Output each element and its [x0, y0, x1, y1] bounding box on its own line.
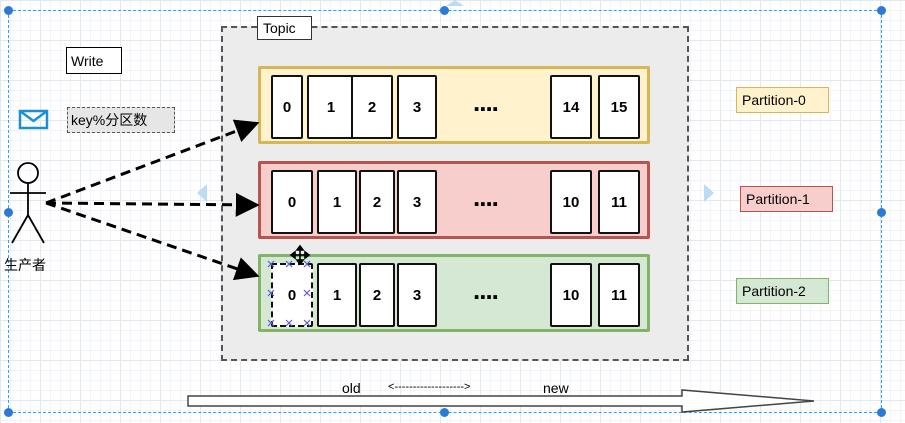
produce-arrow-partition-1[interactable] — [45, 192, 260, 217]
write-label[interactable]: Write — [66, 47, 122, 74]
move-cursor-icon — [289, 244, 311, 266]
partition-0-label[interactable]: Partition-0 — [736, 87, 829, 113]
selection-handle-tm[interactable] — [440, 6, 449, 15]
selection-handle-tr[interactable] — [877, 6, 886, 15]
timeline-arrow[interactable] — [187, 389, 815, 413]
selection-handle-bl[interactable] — [4, 408, 13, 417]
timeline-old-label: old — [342, 380, 361, 396]
cell-selection-markers[interactable] — [267, 260, 311, 327]
offset-cell[interactable]: 15 — [598, 75, 640, 139]
produce-arrow-partition-0[interactable] — [45, 119, 260, 205]
key-modulo-label[interactable]: key%分区数 — [67, 107, 175, 133]
ellipsis: .... — [473, 87, 499, 117]
topic-label[interactable]: Topic — [257, 16, 312, 40]
offset-cell[interactable]: 14 — [550, 75, 592, 139]
offset-cell[interactable]: 3 — [397, 170, 437, 234]
nav-arrow-right[interactable] — [704, 184, 714, 202]
offset-cell[interactable]: 2 — [359, 170, 395, 234]
produce-arrow-partition-2[interactable] — [45, 201, 260, 281]
offset-cell[interactable]: 0 — [271, 170, 313, 234]
partition-0[interactable]: 0 1 2 3 .... 14 15 — [258, 66, 650, 144]
offset-cell[interactable]: 2 — [351, 75, 393, 139]
partition-2-label[interactable]: Partition-2 — [736, 278, 829, 304]
offset-cell[interactable]: 0 — [271, 75, 303, 139]
nav-arrow-top[interactable] — [446, 0, 464, 6]
timeline-direction: <-------------------> — [388, 381, 471, 393]
offset-cell[interactable]: 10 — [550, 263, 592, 327]
producer-label[interactable]: 生产者 — [4, 257, 46, 273]
offset-cell[interactable]: 11 — [598, 170, 640, 234]
selection-handle-mr[interactable] — [877, 208, 886, 217]
selection-handle-bm[interactable] — [440, 408, 449, 417]
partition-1[interactable]: 0 1 2 3 .... 10 11 — [258, 161, 650, 239]
offset-cell[interactable]: 2 — [359, 263, 395, 327]
offset-cell-selected[interactable]: 0 — [271, 263, 313, 327]
offset-cell[interactable]: 11 — [598, 263, 640, 327]
timeline-new-label: new — [543, 380, 569, 396]
offset-cell[interactable]: 1 — [317, 170, 357, 234]
selection-handle-ml[interactable] — [4, 208, 13, 217]
offset-cell[interactable]: 3 — [397, 75, 437, 139]
nav-arrow-left[interactable] — [197, 184, 207, 202]
selection-handle-br[interactable] — [877, 408, 886, 417]
stick-figure-icon[interactable] — [10, 162, 46, 244]
ellipsis: .... — [473, 275, 499, 305]
partition-2[interactable]: 0 1 2 3 .... 10 11 — [258, 254, 650, 332]
offset-cell[interactable]: 1 — [317, 263, 357, 327]
offset-cell[interactable]: 3 — [397, 263, 437, 327]
selection-handle-tl[interactable] — [4, 6, 13, 15]
ellipsis: .... — [473, 182, 499, 212]
offset-cell[interactable]: 10 — [550, 170, 592, 234]
partition-1-label[interactable]: Partition-1 — [740, 186, 833, 212]
